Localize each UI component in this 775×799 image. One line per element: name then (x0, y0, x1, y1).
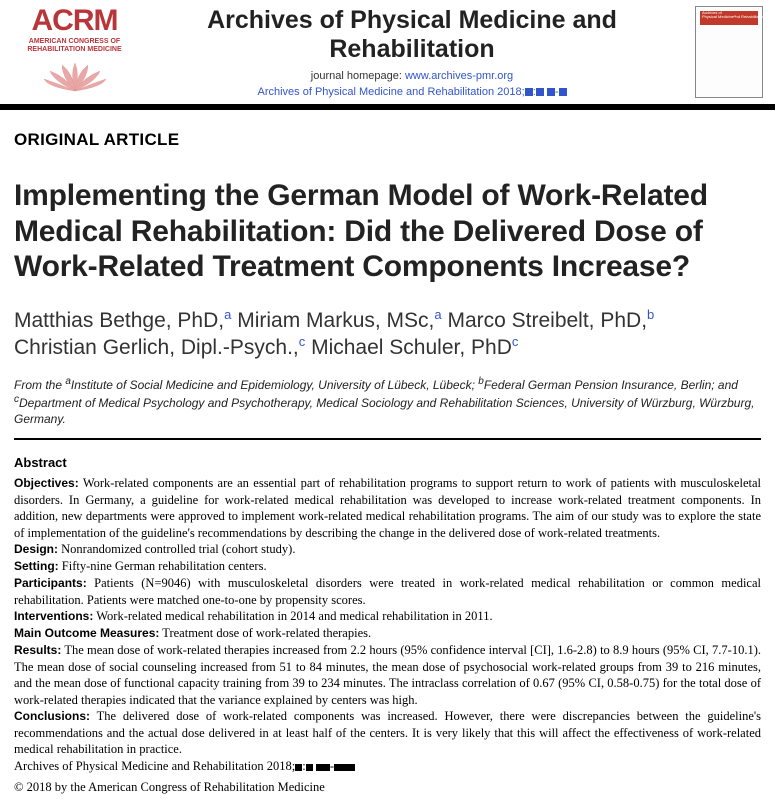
affiliation-marker: b (647, 307, 654, 322)
participants-text: Patients (N=9046) with musculoskeletal d… (14, 576, 761, 607)
article-type: ORIGINAL ARTICLE (14, 130, 761, 150)
journal-header: ACRM AMERICAN CONGRESS OFREHABILITATION … (0, 0, 775, 110)
author: Christian Gerlich, Dipl.-Psych., (14, 336, 299, 359)
affiliation-b: Federal German Pension Insurance, Berlin… (484, 378, 738, 392)
results-label: Results: (14, 643, 61, 657)
measures-text: Treatment dose of work-related therapies… (159, 626, 371, 640)
affiliation-marker: c (512, 334, 519, 349)
interventions-text: Work-related medical rehabilitation in 2… (93, 609, 492, 623)
homepage-line: journal homepage: www.archives-pmr.org (145, 70, 679, 82)
affiliation-c: Department of Medical Psychology and Psy… (14, 396, 754, 426)
setting-label: Setting: (14, 559, 59, 573)
abstract-citation-text: Archives of Physical Medicine and Rehabi… (14, 759, 295, 773)
author-list: Matthias Bethge, PhD,a Miriam Markus, MS… (14, 307, 761, 362)
objectives-label: Objectives: (14, 476, 79, 490)
journal-cover-thumbnail (695, 6, 763, 98)
setting-text: Fifty-nine German rehabilitation centers… (59, 559, 267, 573)
abstract-heading: Abstract (14, 454, 761, 471)
conclusions-label: Conclusions: (14, 709, 90, 723)
acrm-logo-text: ACRM (12, 6, 137, 36)
copyright-line: © 2018 by the American Congress of Rehab… (14, 780, 761, 795)
author: Marco Streibelt, PhD, (447, 309, 647, 332)
participants-label: Participants: (14, 576, 87, 590)
article-title: Implementing the German Model of Work-Re… (14, 178, 761, 284)
homepage-label: journal homepage: (311, 70, 405, 82)
acrm-logo-block: ACRM AMERICAN CONGRESS OFREHABILITATION … (12, 6, 137, 98)
design-text: Nonrandomized controlled trial (cohort s… (58, 542, 295, 556)
measures-label: Main Outcome Measures: (14, 626, 159, 640)
journal-info: Archives of Physical Medicine and Rehabi… (137, 6, 687, 98)
affiliation-marker: c (299, 334, 306, 349)
affiliations: From the aInstitute of Social Medicine a… (14, 375, 761, 440)
objectives-text: Work-related components are an essential… (14, 476, 761, 540)
homepage-link[interactable]: www.archives-pmr.org (405, 70, 513, 82)
affiliation-marker: a (224, 307, 231, 322)
affiliation-a: Institute of Social Medicine and Epidemi… (71, 378, 478, 392)
author: Michael Schuler, PhD (311, 336, 512, 359)
results-text: The mean dose of work-related therapies … (14, 643, 761, 707)
affiliation-from: From the (14, 378, 65, 392)
design-label: Design: (14, 542, 58, 556)
abstract-citation: Archives of Physical Medicine and Rehabi… (14, 758, 761, 775)
author: Matthias Bethge, PhD, (14, 309, 224, 332)
author: Miriam Markus, MSc, (237, 309, 434, 332)
citation-prefix: Archives of Physical Medicine and Rehabi… (257, 86, 524, 98)
conclusions-text: The delivered dose of work-related compo… (14, 709, 761, 756)
abstract-block: Abstract Objectives: Work-related compon… (14, 454, 761, 775)
lotus-icon (12, 57, 137, 98)
header-citation[interactable]: Archives of Physical Medicine and Rehabi… (145, 86, 679, 98)
journal-title: Archives of Physical Medicine and Rehabi… (145, 6, 679, 64)
interventions-label: Interventions: (14, 609, 93, 623)
affiliation-marker: a (434, 307, 441, 322)
page: ACRM AMERICAN CONGRESS OFREHABILITATION … (0, 0, 775, 795)
acrm-logo-subtitle: AMERICAN CONGRESS OFREHABILITATION MEDIC… (12, 38, 137, 53)
